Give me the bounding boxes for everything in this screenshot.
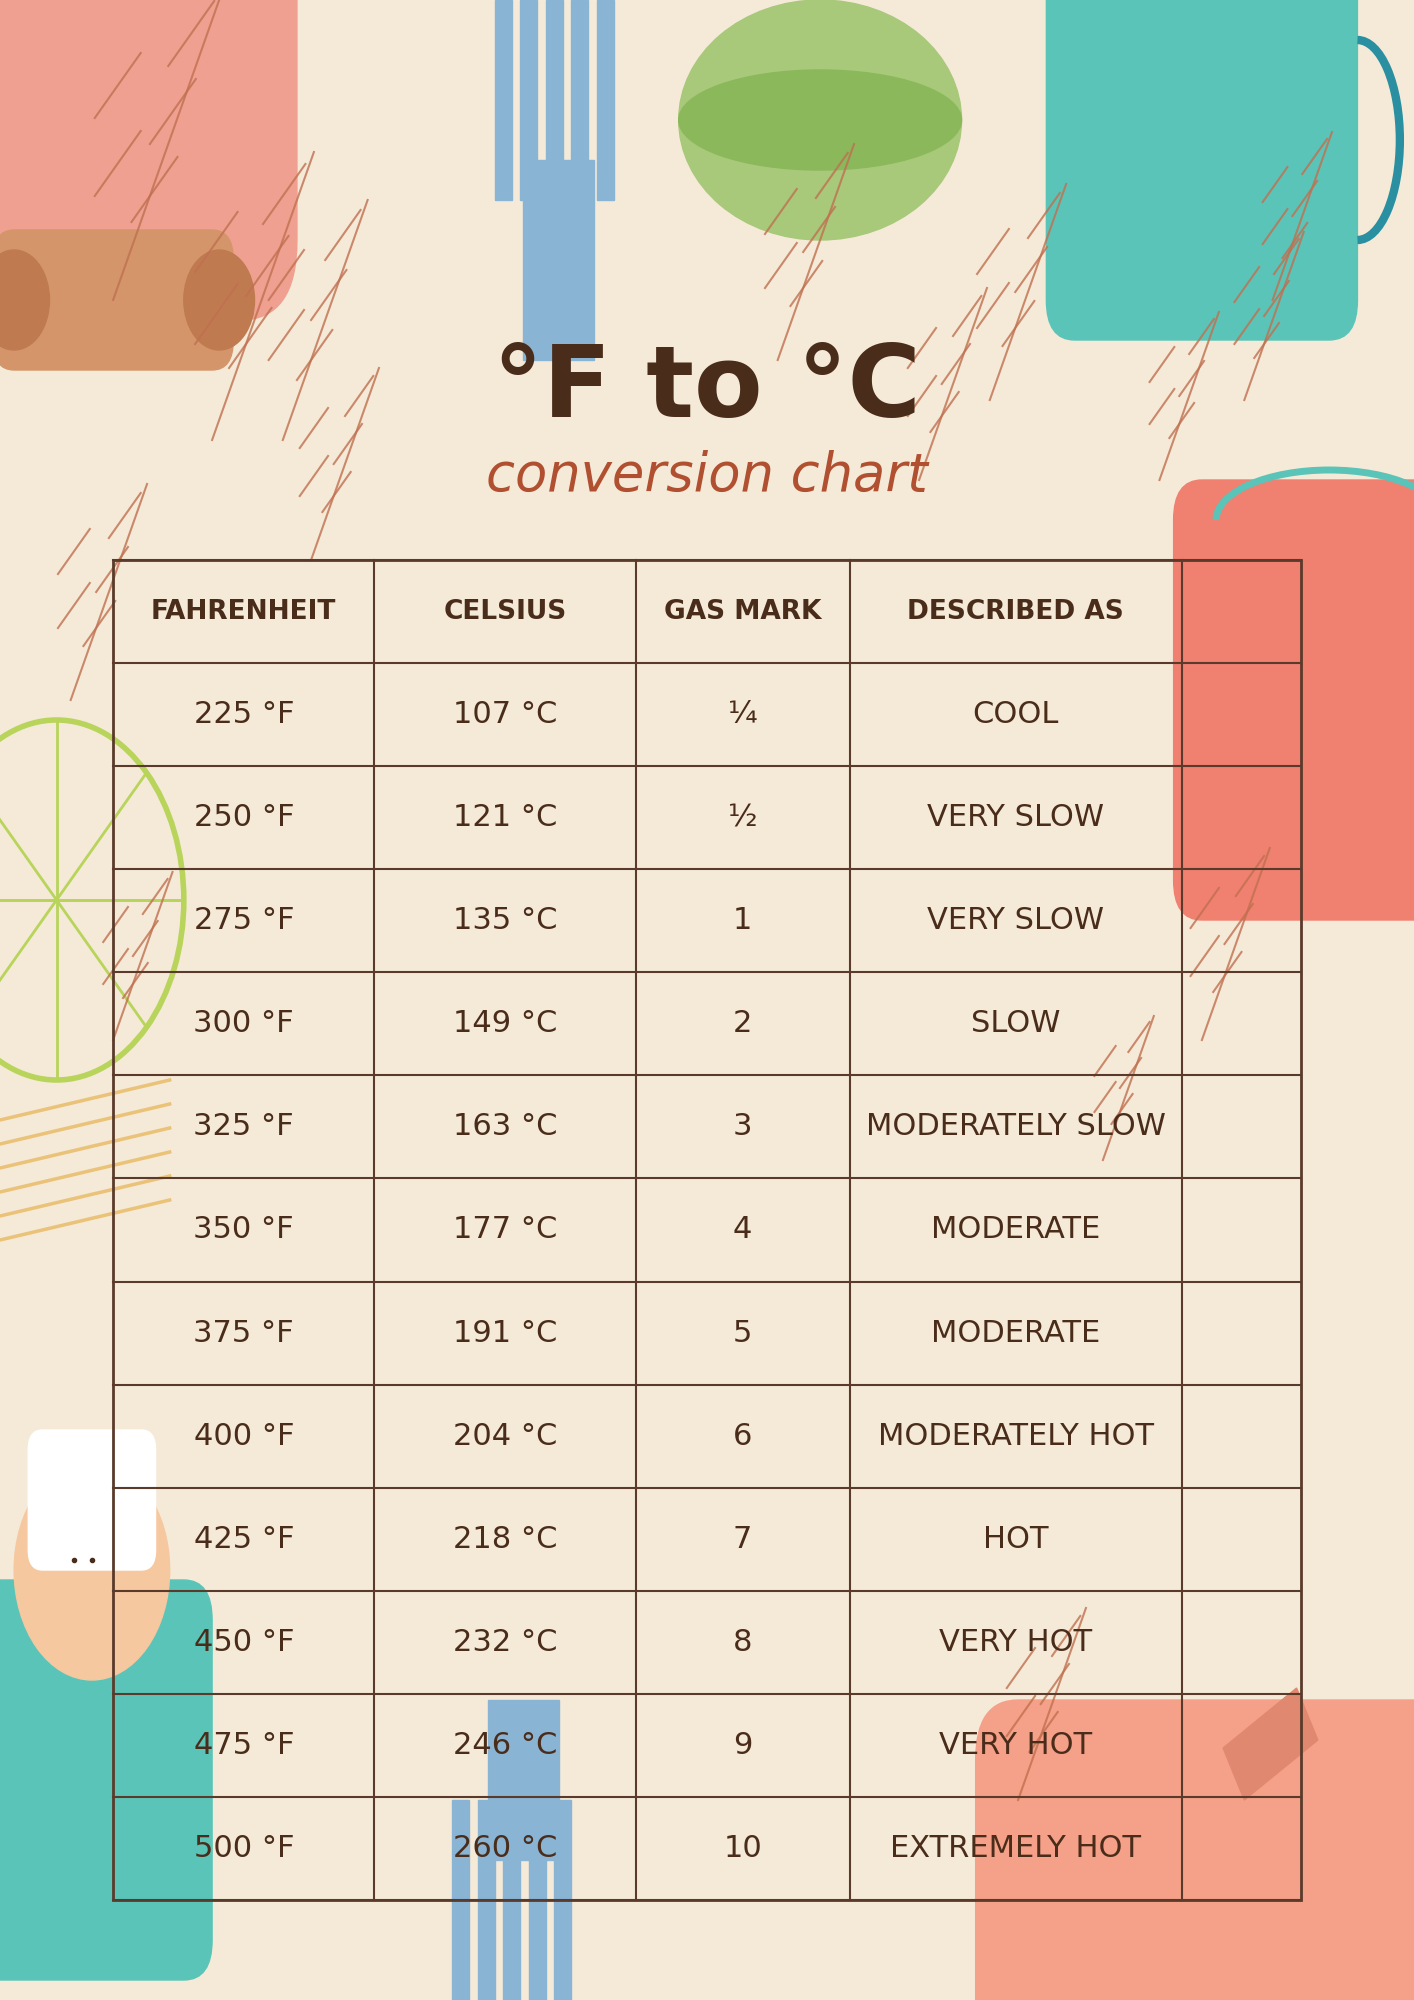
Text: HOT: HOT [983, 1524, 1049, 1554]
Text: 1: 1 [732, 906, 752, 936]
Text: 275 °F: 275 °F [194, 906, 294, 936]
Bar [571, 0, 588, 200]
Circle shape [14, 1460, 170, 1680]
Text: 10: 10 [723, 1834, 762, 1862]
Text: EXTREMELY HOT: EXTREMELY HOT [891, 1834, 1141, 1862]
Text: VERY SLOW: VERY SLOW [928, 804, 1104, 832]
Ellipse shape [679, 70, 962, 170]
Bar [495, 0, 512, 200]
Circle shape [0, 250, 49, 350]
Text: COOL: COOL [973, 700, 1059, 730]
Text: CELSIUS: CELSIUS [444, 598, 567, 624]
Text: 475 °F: 475 °F [194, 1730, 294, 1760]
Text: MODERATELY SLOW: MODERATELY SLOW [865, 1112, 1165, 1142]
FancyBboxPatch shape [1046, 0, 1357, 340]
Text: 375 °F: 375 °F [194, 1318, 294, 1348]
Bar [452, 1800, 469, 2000]
Text: 300 °F: 300 °F [194, 1010, 294, 1038]
Text: 225 °F: 225 °F [194, 700, 294, 730]
FancyBboxPatch shape [0, 1580, 212, 1980]
Bar [503, 1800, 520, 2000]
FancyBboxPatch shape [0, 230, 233, 370]
Ellipse shape [679, 0, 962, 240]
Text: VERY HOT: VERY HOT [939, 1730, 1093, 1760]
Text: 325 °F: 325 °F [194, 1112, 294, 1142]
Text: MODERATE: MODERATE [932, 1318, 1100, 1348]
Text: 246 °C: 246 °C [452, 1730, 557, 1760]
Bar [113, 560, 1301, 1900]
Text: conversion chart: conversion chart [486, 450, 928, 502]
Text: SLOW: SLOW [971, 1010, 1060, 1038]
Bar [478, 1800, 495, 2000]
Text: 8: 8 [732, 1628, 752, 1656]
Text: FAHRENHEIT: FAHRENHEIT [151, 598, 337, 624]
Text: 400 °F: 400 °F [194, 1422, 294, 1450]
Text: 135 °C: 135 °C [452, 906, 557, 936]
FancyBboxPatch shape [28, 1430, 156, 1570]
Circle shape [184, 250, 255, 350]
Bar [546, 0, 563, 200]
Text: 6: 6 [732, 1422, 752, 1450]
Text: 350 °F: 350 °F [194, 1216, 294, 1244]
Text: 163 °C: 163 °C [452, 1112, 557, 1142]
Text: 232 °C: 232 °C [452, 1628, 557, 1656]
Text: ½: ½ [728, 804, 758, 832]
Text: 107 °C: 107 °C [452, 700, 557, 730]
FancyBboxPatch shape [0, 0, 297, 320]
Text: GAS MARK: GAS MARK [665, 598, 822, 624]
Text: 5: 5 [732, 1318, 752, 1348]
Bar [523, 160, 594, 360]
Text: 121 °C: 121 °C [452, 804, 557, 832]
Text: 177 °C: 177 °C [452, 1216, 557, 1244]
Text: 191 °C: 191 °C [452, 1318, 557, 1348]
Text: VERY HOT: VERY HOT [939, 1628, 1093, 1656]
Text: 4: 4 [732, 1216, 752, 1244]
Bar [1223, 1688, 1318, 1800]
Text: 260 °C: 260 °C [452, 1834, 557, 1862]
Text: 500 °F: 500 °F [194, 1834, 294, 1862]
Text: ¼: ¼ [728, 700, 758, 730]
Text: 2: 2 [732, 1010, 752, 1038]
Text: 450 °F: 450 °F [194, 1628, 294, 1656]
Text: DESCRIBED AS: DESCRIBED AS [908, 598, 1124, 624]
FancyBboxPatch shape [976, 1700, 1414, 2000]
Bar [520, 0, 537, 200]
Bar [488, 1700, 559, 1860]
Bar [597, 0, 614, 200]
Text: °F to °C: °F to °C [493, 342, 921, 438]
Text: 204 °C: 204 °C [452, 1422, 557, 1450]
Bar [529, 1800, 546, 2000]
Text: VERY SLOW: VERY SLOW [928, 906, 1104, 936]
Text: MODERATE: MODERATE [932, 1216, 1100, 1244]
Text: 9: 9 [732, 1730, 752, 1760]
Text: 250 °F: 250 °F [194, 804, 294, 832]
Text: 7: 7 [732, 1524, 752, 1554]
Text: 218 °C: 218 °C [452, 1524, 557, 1554]
Text: 149 °C: 149 °C [452, 1010, 557, 1038]
FancyBboxPatch shape [1174, 480, 1414, 920]
Text: 3: 3 [732, 1112, 752, 1142]
Text: MODERATELY HOT: MODERATELY HOT [878, 1422, 1154, 1450]
Text: 425 °F: 425 °F [194, 1524, 294, 1554]
Bar [554, 1800, 571, 2000]
